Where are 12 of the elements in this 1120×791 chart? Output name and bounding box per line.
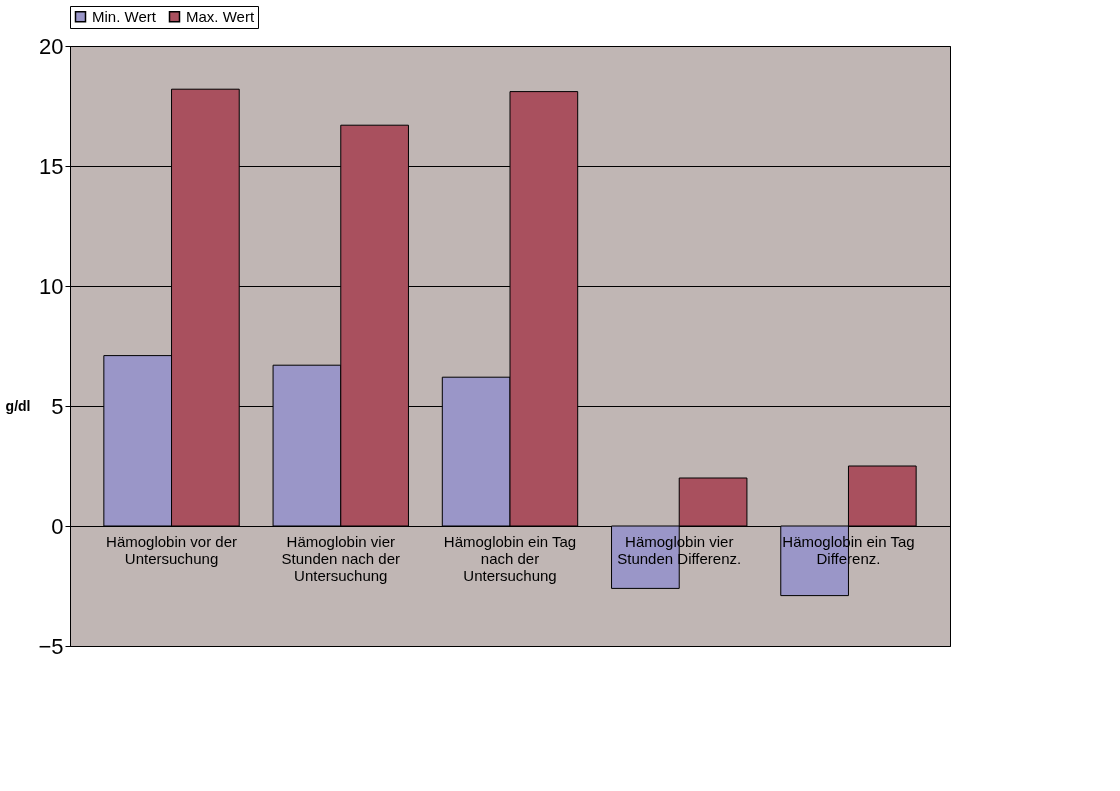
x-tick-label: Hämoglobin vor der Untersuchung [106,532,237,567]
x-tick-label: Hämoglobin vier Stunden nach der Untersuchung [281,532,400,584]
y-tick-label: 20 [39,33,64,59]
legend-label: Min. Wert [92,7,157,25]
y-tick-label: −5 [38,633,64,659]
legend-label: Max. Wert [186,7,255,25]
y-tick-label: 0 [51,513,64,539]
y-axis-title: g/dl [5,397,31,414]
y-tick-label: 5 [51,393,64,419]
y-tick-label: 15 [39,153,64,179]
x-tick-label: Hämoglobin ein Tag nach der Untersuchung [443,532,577,584]
y-tick-label: 10 [39,273,64,299]
